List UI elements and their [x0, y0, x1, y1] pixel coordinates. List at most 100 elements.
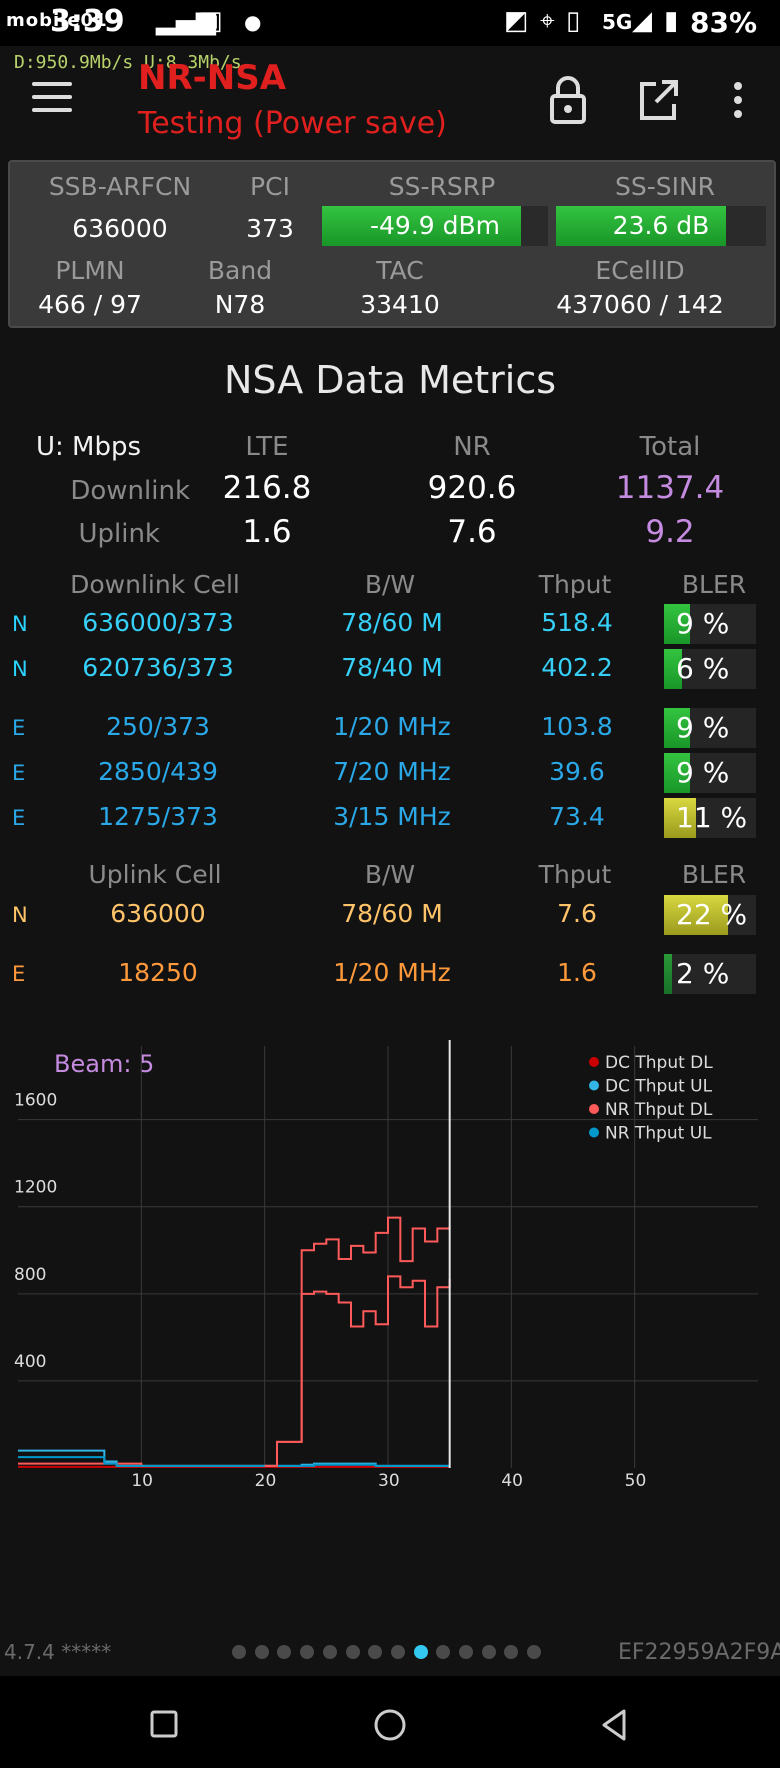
battery-icon: ▮: [664, 6, 679, 36]
col-nr: NR: [453, 432, 491, 462]
cell-id: 620736/373: [82, 653, 234, 682]
bler-value: 11 %: [676, 801, 748, 834]
dl-bler-header: BLER: [681, 570, 747, 599]
legend-marker: [589, 1057, 599, 1067]
cell-throughput: 73.4: [549, 802, 605, 831]
bler-value: 9 %: [676, 607, 730, 640]
plmn-value: 466 / 97: [38, 290, 142, 319]
page-dot[interactable]: [459, 1645, 473, 1659]
ul-thput-header: Thput: [538, 860, 612, 889]
header-ss-rsrp: SS-RSRP: [388, 172, 496, 201]
ss-sinr-meter: 23.6 dB: [556, 206, 766, 246]
radio-info-panel: SSB-ARFCN PCI SS-RSRP SS-SINR 636000 373…: [8, 160, 776, 328]
beam-label: Beam: 5: [54, 1050, 155, 1078]
y-tick-label: 800: [14, 1265, 46, 1285]
home-button[interactable]: [365, 1700, 415, 1750]
page-dot[interactable]: [527, 1645, 542, 1659]
legend-label: DC Thput DL: [605, 1053, 713, 1073]
cell-tag: N: [12, 612, 28, 636]
uplink-nr: 7.6: [447, 514, 497, 550]
page-dot[interactable]: [481, 1645, 496, 1659]
home-icon: [374, 1709, 406, 1741]
page-dot[interactable]: [345, 1645, 360, 1659]
bler-value: 9 %: [676, 756, 730, 789]
lock-button[interactable]: [544, 72, 592, 126]
bler-fill: [664, 649, 682, 689]
x-tick-label: 30: [378, 1471, 400, 1491]
page-dot[interactable]: [254, 1645, 269, 1659]
open-external-button[interactable]: [634, 72, 682, 126]
header-band: Band: [207, 256, 273, 285]
mode-subtitle: Testing (Power save): [138, 106, 447, 141]
col-lte: LTE: [245, 432, 289, 462]
bler-value: 9 %: [676, 711, 730, 744]
col-total: Total: [639, 432, 701, 462]
downlink-total: 1137.4: [615, 470, 725, 506]
bler-fill: [664, 708, 690, 748]
recents-icon: [150, 1710, 178, 1738]
x-tick-label: 10: [131, 1471, 153, 1491]
page-dot[interactable]: [232, 1645, 246, 1659]
cell-id: 2850/439: [98, 757, 218, 786]
x-tick-label: 50: [625, 1471, 647, 1491]
downlink-nr: 920.6: [427, 470, 517, 506]
cell-tag: N: [12, 657, 28, 681]
cell-id: 636000: [110, 899, 206, 928]
page-dot[interactable]: [504, 1645, 519, 1659]
legend-marker: [589, 1104, 599, 1114]
header-ss-sinr: SS-SINR: [614, 172, 716, 201]
page-dot[interactable]: [322, 1645, 337, 1659]
bler-bar: 2 %: [664, 954, 756, 994]
y-tick-label: 1200: [14, 1178, 57, 1198]
cell-throughput: 39.6: [549, 757, 605, 786]
cell-bandwidth: 78/60 M: [341, 608, 443, 637]
battery-percent: 83%: [690, 6, 758, 39]
legend-label: NR Thput UL: [605, 1124, 712, 1144]
legend-marker: [589, 1127, 599, 1138]
ss-rsrp-meter: -49.9 dBm: [322, 206, 548, 246]
network-type: 5G: [602, 10, 633, 34]
cell-id: 636000/373: [82, 608, 234, 637]
page-dot[interactable]: [277, 1645, 292, 1659]
carrier-logo: mobile01: [6, 10, 108, 31]
back-button[interactable]: [590, 1700, 640, 1750]
header-tac: TAC: [376, 256, 424, 285]
y-tick-label: 1600: [14, 1091, 57, 1111]
page-dot-active[interactable]: [413, 1645, 428, 1659]
cast-icon: ◩: [504, 6, 529, 36]
cell-bandwidth: 1/20 MHz: [333, 712, 451, 741]
dl-bw-header: B/W: [364, 570, 416, 599]
image-icon: ▣: [198, 6, 223, 36]
header-ecellid: ECellID: [595, 256, 685, 285]
series-line-2: [18, 1216, 451, 1467]
status-bar: 3:39 mobile01 ▂▄▆ ▣ ● ◩ ⌖ ▯ 5G ◢ ▮ 83%: [0, 0, 780, 46]
page-dot[interactable]: [300, 1645, 315, 1659]
overflow-menu-button[interactable]: [720, 72, 756, 126]
recents-button[interactable]: [140, 1700, 190, 1750]
x-tick-label: 20: [255, 1471, 277, 1491]
cell-throughput: 7.6: [557, 899, 597, 928]
vibrate-icon: ▯: [566, 6, 581, 36]
header-ssb-arfcn: SSB-ARFCN: [48, 172, 192, 201]
uplink-label: Uplink: [78, 519, 160, 549]
bler-bar: 9 %: [664, 753, 756, 793]
ul-cell-header: Uplink Cell: [88, 860, 222, 889]
cell-tag: N: [12, 903, 28, 927]
x-tick-label: 40: [501, 1471, 523, 1491]
uplink-total: 9.2: [645, 514, 695, 550]
lock-icon: [550, 76, 586, 124]
menu-button[interactable]: [32, 82, 72, 112]
series-line-overlay: [264, 1275, 451, 1467]
page-dot[interactable]: [436, 1645, 451, 1659]
page-dot[interactable]: [368, 1645, 383, 1659]
ss-rsrp-fill: [322, 206, 521, 246]
cell-id: 18250: [118, 958, 198, 987]
downlink-label: Downlink: [70, 476, 190, 506]
bler-bar: 11 %: [664, 798, 756, 838]
cell-signal-icon: ◢: [632, 6, 652, 36]
ssb-arfcn-value: 636000: [72, 214, 168, 243]
ss-sinr-value: 23.6 dB: [612, 211, 710, 240]
dl-thput-header: Thput: [538, 570, 612, 599]
page-dot[interactable]: [390, 1645, 405, 1659]
back-icon: [602, 1709, 626, 1741]
